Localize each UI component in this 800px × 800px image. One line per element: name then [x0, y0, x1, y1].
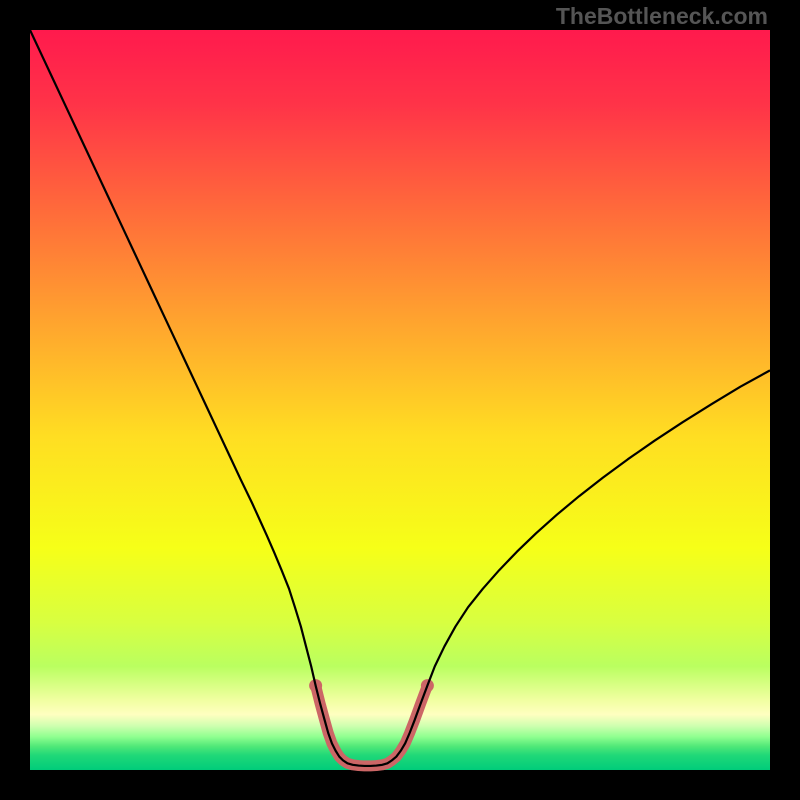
plot-background	[30, 30, 770, 770]
watermark-text: TheBottleneck.com	[556, 3, 768, 30]
chart-frame: TheBottleneck.com	[0, 0, 800, 800]
bottleneck-curve-chart	[0, 0, 800, 800]
